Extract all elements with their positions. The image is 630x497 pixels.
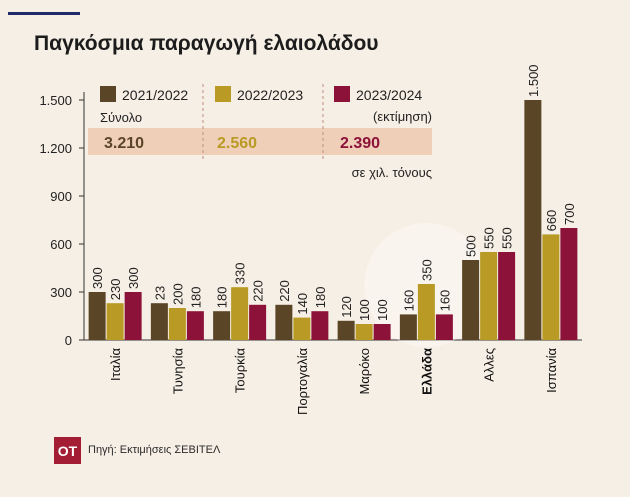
category-label: Τυνησία	[170, 348, 185, 395]
category-label: Μαρόκο	[357, 348, 372, 395]
bar-value-label: 100	[357, 299, 372, 321]
bar	[435, 314, 453, 340]
bar	[311, 311, 329, 340]
bar-value-label: 1.500	[526, 64, 541, 97]
legend-swatch	[334, 86, 350, 102]
unit-note: σε χιλ. τόνους	[352, 165, 432, 180]
bar	[355, 324, 373, 340]
bar	[373, 324, 391, 340]
bar	[560, 228, 578, 340]
bar-value-label: 160	[401, 290, 416, 312]
total-label: Σύνολο	[100, 110, 142, 125]
bar-value-label: 140	[295, 293, 310, 315]
legend-label: 2022/2023	[237, 87, 303, 103]
bar-value-label: 550	[482, 227, 497, 249]
bar	[168, 308, 186, 340]
bar	[542, 234, 560, 340]
estimate-note: (εκτίμηση)	[373, 109, 432, 124]
bar-value-label: 180	[188, 286, 203, 308]
ot-logo: OT	[54, 437, 81, 464]
category-label: Ελλάδα	[419, 348, 434, 395]
bar-value-label: 300	[126, 267, 141, 289]
chart-title: Παγκόσμια παραγωγή ελαιολάδου	[34, 32, 379, 55]
legend-swatch	[215, 86, 231, 102]
bar-value-label: 350	[419, 259, 434, 281]
bar-value-label: 180	[215, 286, 230, 308]
bar	[462, 260, 480, 340]
bar	[213, 311, 231, 340]
bar-value-label: 300	[90, 267, 105, 289]
legend-swatch	[100, 86, 116, 102]
bar-value-label: 230	[108, 278, 123, 300]
y-tick-label: 300	[50, 285, 72, 300]
legend-label: 2021/2022	[122, 87, 188, 103]
bar	[186, 311, 204, 340]
bar	[150, 303, 168, 340]
category-label: Ισπανία	[544, 348, 559, 393]
bar-value-label: 160	[437, 290, 452, 312]
bar-value-label: 220	[251, 280, 266, 302]
bar-value-label: 220	[277, 280, 292, 302]
bar-value-label: 120	[339, 296, 354, 318]
bar	[480, 252, 498, 340]
bar-value-label: 180	[313, 286, 328, 308]
bar-value-label: 330	[233, 262, 248, 284]
total-value: 2.560	[217, 135, 257, 152]
bar	[275, 304, 293, 340]
bar	[498, 252, 516, 340]
bar	[249, 304, 267, 340]
category-label: Πορτογαλία	[295, 348, 310, 415]
bar	[293, 317, 311, 340]
total-value: 3.210	[104, 135, 144, 152]
bar	[399, 314, 417, 340]
bar	[88, 292, 106, 340]
y-tick-label: 0	[65, 333, 72, 348]
source-note: Πηγή: Εκτιμήσεις ΣΕΒΙΤΕΛ	[88, 444, 221, 456]
y-tick-label: 900	[50, 189, 72, 204]
y-tick-label: 1.200	[39, 141, 72, 156]
bar-value-label: 660	[544, 210, 559, 232]
bar-value-label: 700	[562, 203, 577, 225]
category-label: Ιταλία	[108, 348, 123, 381]
y-tick-label: 1.500	[39, 93, 72, 108]
bar-value-label: 200	[170, 283, 185, 305]
category-label: Αλλες	[482, 348, 497, 382]
top-accent-bar	[8, 12, 80, 15]
bar	[124, 292, 142, 340]
bar-value-label: 500	[464, 235, 479, 257]
total-value: 2.390	[340, 135, 380, 152]
bar-value-label: 550	[500, 227, 515, 249]
y-tick-label: 600	[50, 237, 72, 252]
bar	[524, 100, 542, 340]
bar-value-label: 23	[152, 286, 167, 300]
totals-band	[88, 128, 432, 155]
bar	[417, 284, 435, 340]
legend-label: 2023/2024	[356, 87, 422, 103]
bar	[106, 303, 124, 340]
bar	[231, 287, 249, 340]
category-label: Τουρκία	[233, 348, 248, 394]
bar-value-label: 100	[375, 299, 390, 321]
bar	[337, 320, 355, 340]
